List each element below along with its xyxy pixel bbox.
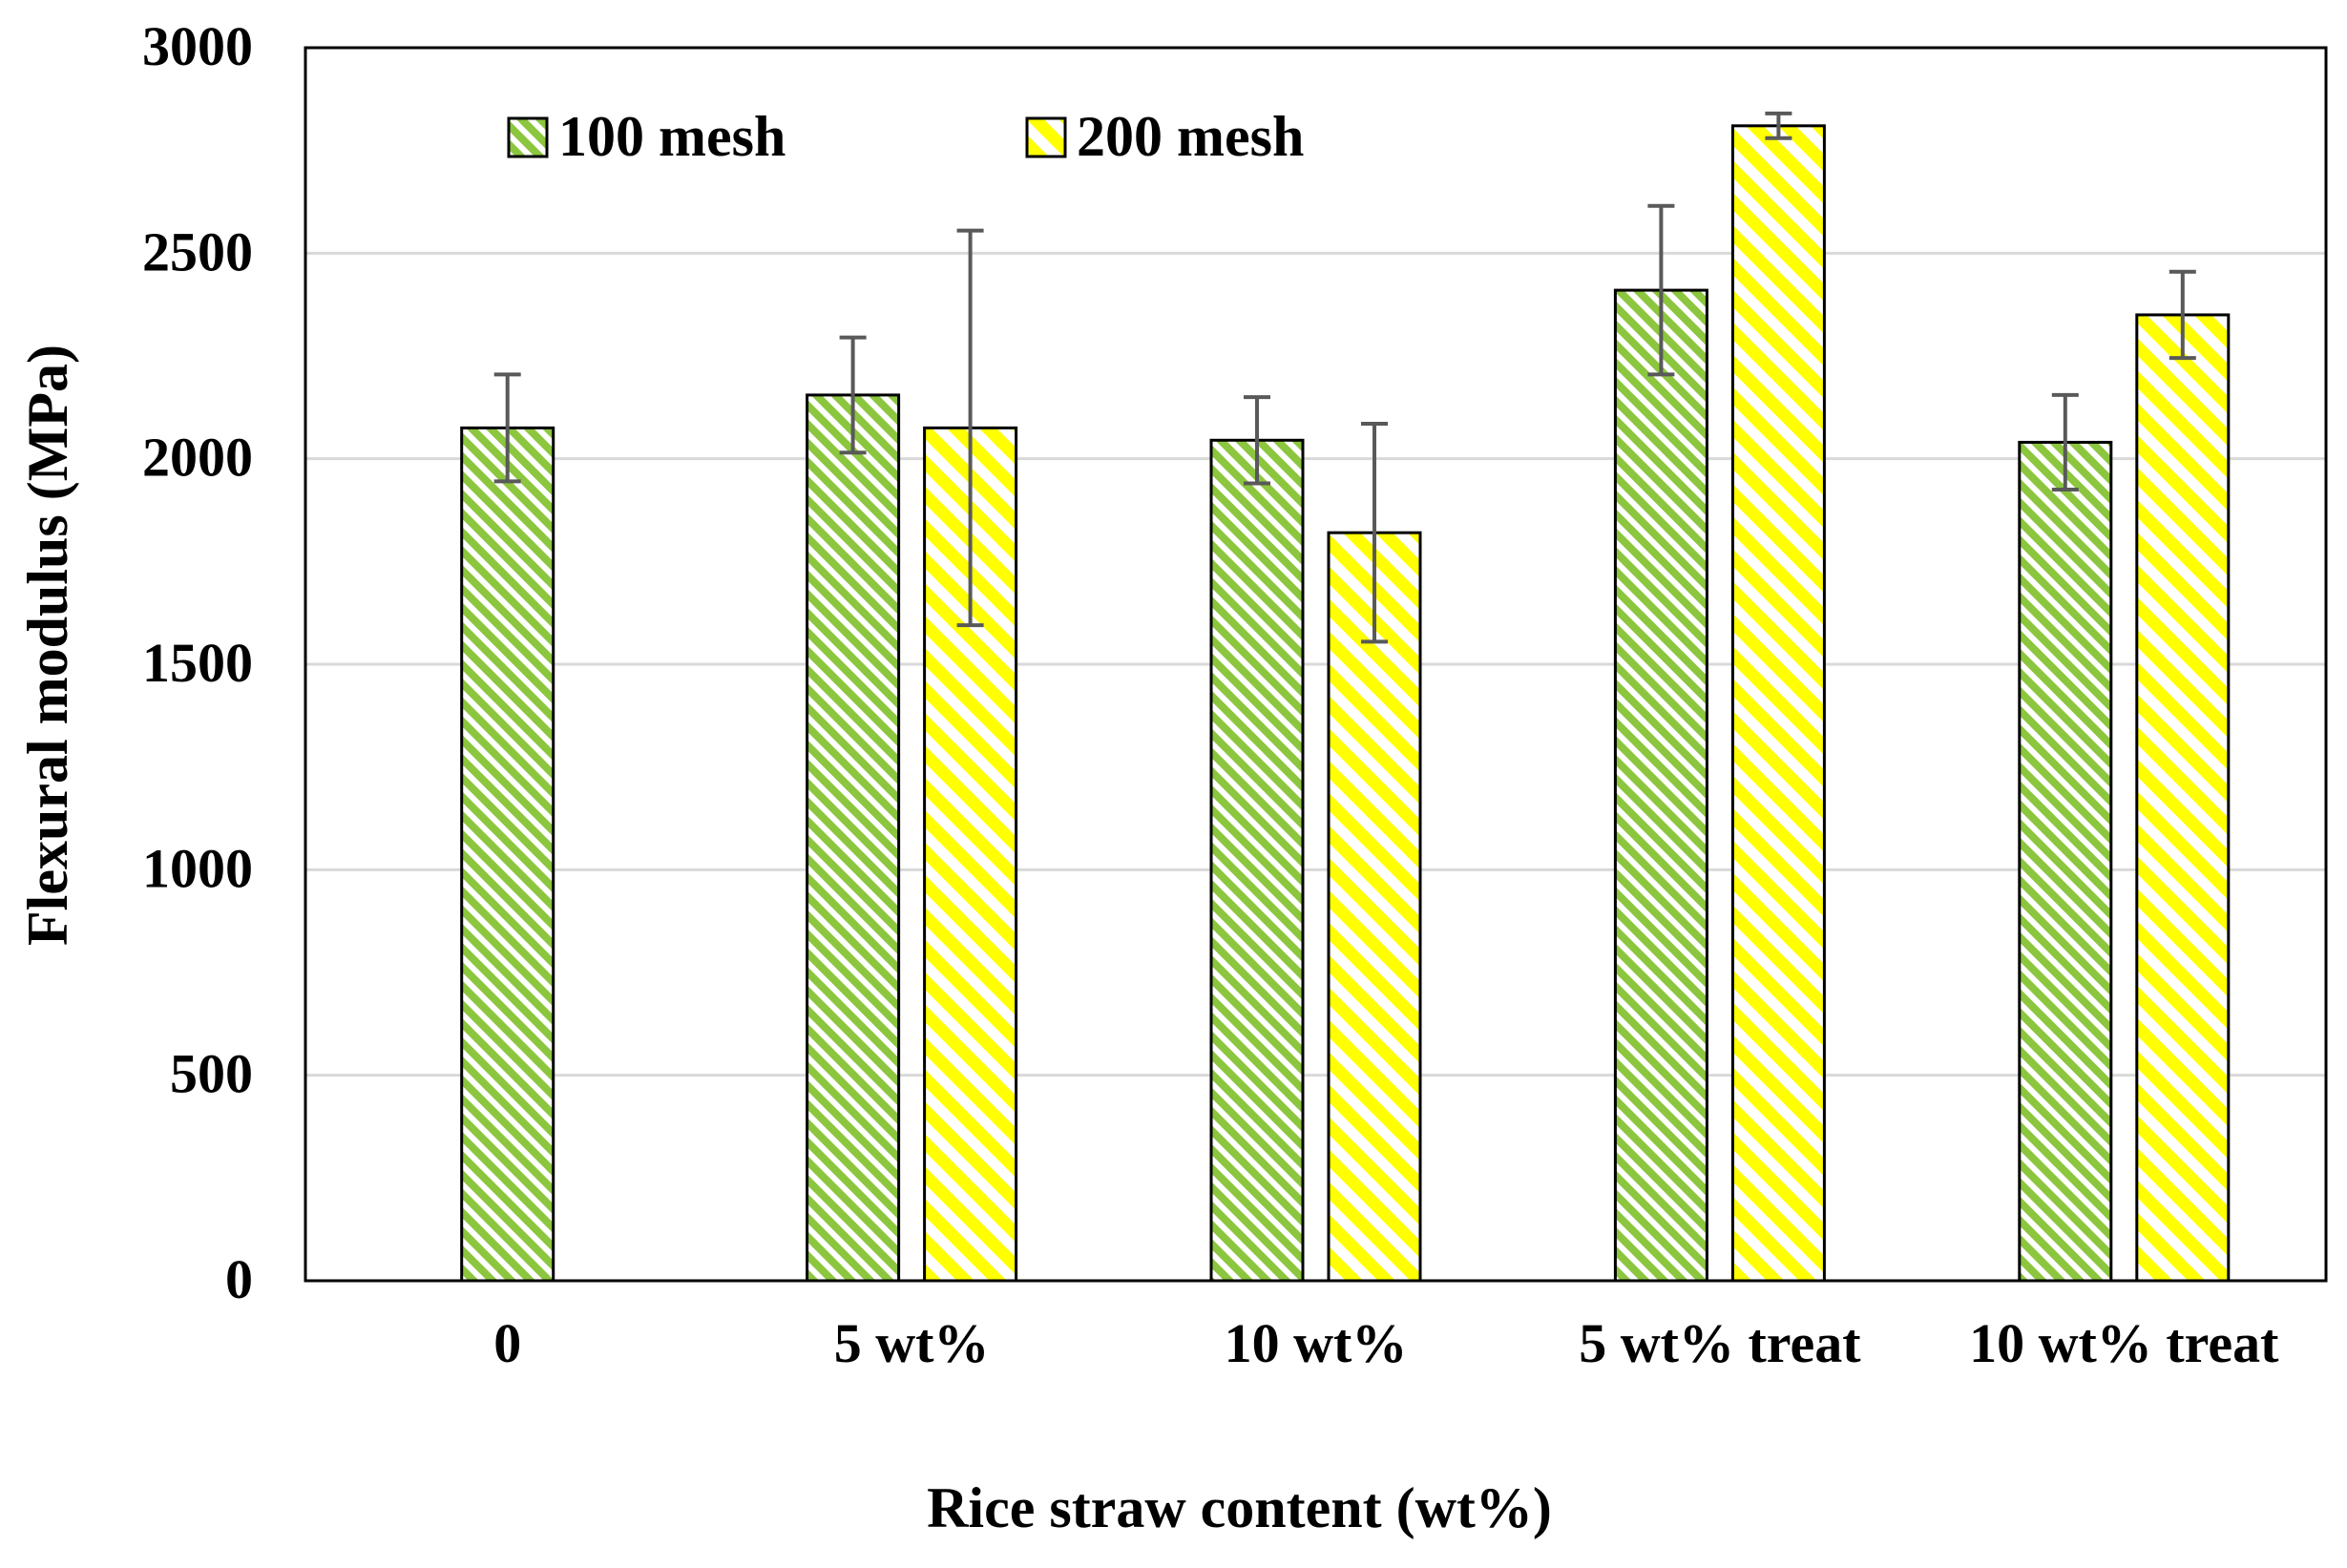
x-category-label: 5 wt% <box>834 1312 990 1374</box>
error-bar-100-mesh-4 <box>2051 392 2079 491</box>
legend-label-200-mesh: 200 mesh <box>1077 105 1304 168</box>
legend-label-100-mesh: 100 mesh <box>558 105 786 168</box>
bar-100-mesh-2 <box>1209 438 1305 1283</box>
legend-swatch-200-mesh <box>1025 116 1067 158</box>
y-tick-label: 0 <box>225 1248 253 1310</box>
x-category-label: 5 wt% treat <box>1579 1312 1861 1374</box>
x-axis-category-labels: 0 5 wt% 10 wt% 5 wt% treat 10 wt% treat <box>493 1312 2279 1374</box>
error-bar-200-mesh-1 <box>956 228 984 628</box>
error-bar-100-mesh-0 <box>493 372 521 484</box>
y-tick-label: 2000 <box>142 427 253 489</box>
error-bar-100-mesh-1 <box>839 335 867 455</box>
error-bar-100-mesh-2 <box>1244 395 1270 486</box>
error-bar-200-mesh-3 <box>1765 111 1792 140</box>
y-tick-label: 500 <box>170 1043 253 1105</box>
bar-200-mesh-2 <box>1327 531 1422 1283</box>
bar-100-mesh-0 <box>460 426 555 1283</box>
x-category-label: 10 wt% treat <box>1969 1312 2279 1374</box>
y-axis-title: Flexural modulus (MPa) <box>16 345 79 946</box>
bar-200-mesh-4 <box>2135 313 2231 1283</box>
y-tick-label: 2500 <box>142 220 253 282</box>
x-category-label: 0 <box>493 1312 521 1374</box>
error-bar-200-mesh-4 <box>2169 269 2196 361</box>
bar-100-mesh-1 <box>806 393 901 1283</box>
y-axis-tick-labels: 0 500 1000 1500 2000 2500 3000 <box>142 15 253 1310</box>
error-bars <box>493 111 2196 644</box>
y-tick-label: 3000 <box>142 15 253 77</box>
bars <box>460 124 2231 1283</box>
x-category-label: 10 wt% <box>1225 1312 1408 1374</box>
bar-200-mesh-3 <box>1730 124 1826 1283</box>
plot-area-frame <box>304 46 2328 1283</box>
gridlines <box>305 251 2326 1077</box>
legend-swatch-100-mesh <box>507 116 549 158</box>
y-tick-label: 1500 <box>142 632 253 694</box>
bar-100-mesh-4 <box>2018 440 2113 1283</box>
legend: 100 mesh 200 mesh <box>507 105 1304 168</box>
bar-100-mesh-3 <box>1613 288 1708 1283</box>
error-bar-200-mesh-2 <box>1361 422 1388 644</box>
x-axis-title: Rice straw content (wt%) <box>927 1476 1552 1539</box>
y-tick-label: 1000 <box>142 837 253 899</box>
error-bar-100-mesh-3 <box>1647 203 1675 377</box>
